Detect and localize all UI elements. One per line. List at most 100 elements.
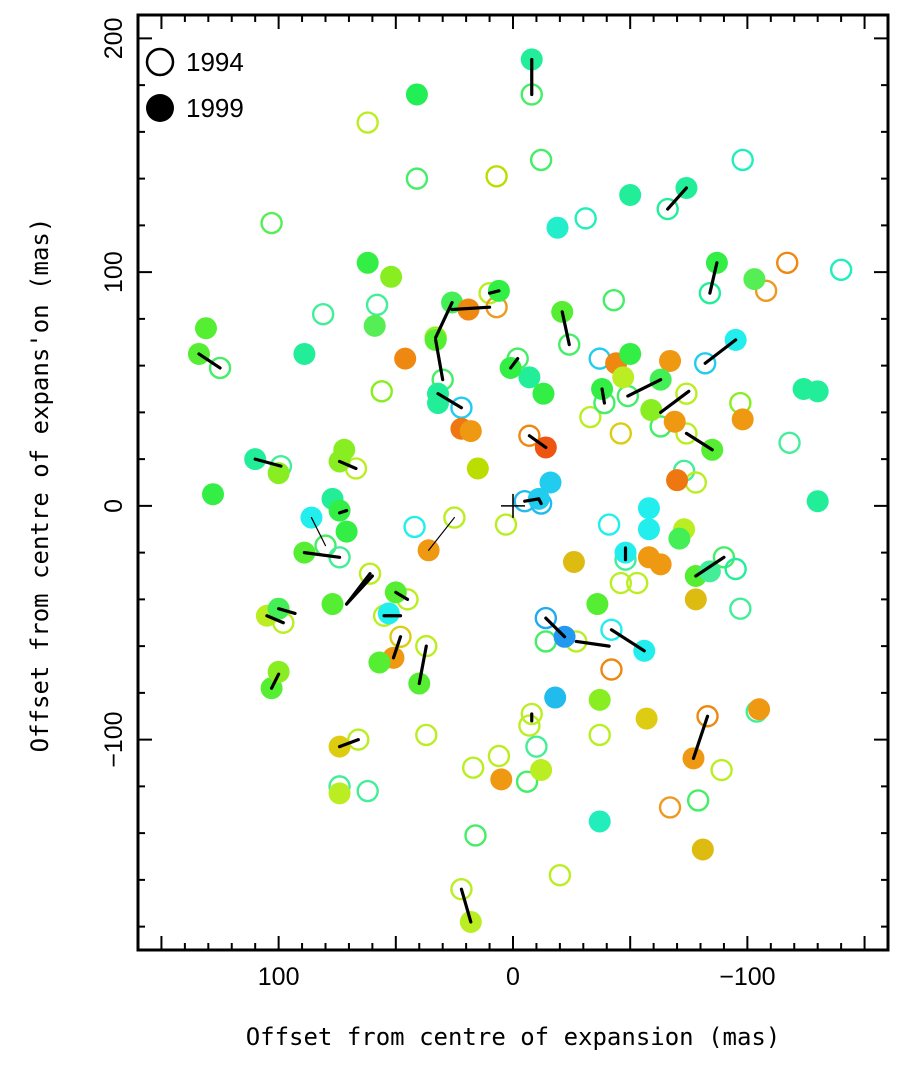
data-point-1999 — [377, 602, 400, 625]
data-point-1999 — [490, 768, 513, 791]
data-point-1999 — [267, 462, 290, 485]
data-point-1994 — [656, 197, 679, 221]
data-point-1994 — [558, 333, 581, 356]
data-point-1994 — [609, 422, 633, 445]
data-point-1994 — [684, 471, 708, 494]
motion-vector — [609, 628, 646, 653]
data-point-1994 — [754, 279, 778, 303]
data-point-1994 — [487, 744, 511, 768]
data-point-1994 — [358, 562, 382, 585]
motion-vector — [459, 887, 473, 924]
data-point-1994 — [600, 658, 623, 681]
data-point-1999 — [194, 317, 217, 340]
data-point-1994 — [658, 796, 682, 819]
motion-vector — [265, 614, 285, 625]
data-point-1994 — [602, 288, 625, 312]
data-point-1999 — [267, 660, 290, 683]
data-point-1999 — [666, 469, 689, 492]
data-point-1999 — [637, 497, 660, 520]
data-point-1999 — [668, 527, 691, 550]
data-point-1999 — [743, 268, 766, 291]
motion-vector — [434, 338, 445, 382]
motion-vector — [391, 635, 403, 660]
data-point-1994 — [311, 303, 335, 326]
data-point-1994 — [515, 770, 539, 793]
data-point-1999 — [546, 216, 569, 239]
data-point-1999 — [612, 366, 635, 389]
data-point-1994 — [461, 756, 485, 779]
data-point-1994 — [675, 382, 698, 405]
y-tick-labels: −100 0 100 200 — [100, 18, 128, 768]
data-point-1999 — [698, 560, 721, 583]
motion-vector — [302, 551, 342, 559]
data-point-1999 — [806, 380, 829, 403]
legend: 1994 1999 — [145, 47, 244, 123]
data-point-1999 — [328, 782, 351, 805]
axis-ticks — [138, 15, 888, 950]
data-point-1994 — [696, 705, 719, 728]
expansion-centre-marker — [501, 493, 525, 518]
motion-vector — [574, 639, 611, 648]
data-point-1999 — [380, 265, 403, 288]
motion-vector — [436, 392, 464, 410]
data-point-1999 — [562, 550, 585, 573]
data-point-1999 — [321, 593, 344, 616]
y-tick-label: 200 — [100, 18, 128, 60]
data-point-1999 — [663, 410, 686, 433]
motion-vector — [394, 590, 410, 601]
data-point-1994 — [518, 424, 541, 447]
data-point-1999 — [530, 759, 553, 782]
motion-vector — [253, 457, 283, 468]
data-point-1999 — [518, 366, 541, 389]
data-point-1994 — [520, 702, 543, 726]
legend-marker-1994 — [145, 47, 175, 77]
data-point-1994 — [464, 824, 487, 847]
data-point-1999 — [328, 499, 351, 522]
x-tick-label: 0 — [506, 963, 520, 991]
data-point-1994 — [579, 405, 602, 429]
data-point-1994 — [415, 723, 438, 747]
motion-vector — [600, 387, 607, 405]
data-point-1999 — [459, 420, 482, 443]
motion-vector — [694, 555, 726, 578]
data-point-1999 — [635, 707, 658, 730]
data-point-1994 — [776, 251, 799, 274]
data-point-1999 — [649, 553, 672, 576]
motion-vector — [544, 616, 567, 639]
plot-marks — [187, 48, 853, 933]
data-point-1994 — [597, 513, 621, 536]
plot-frame — [136, 13, 890, 952]
motion-vector — [337, 508, 349, 515]
data-point-1994 — [534, 630, 558, 653]
motion-vector — [509, 357, 520, 370]
motion-vector — [527, 434, 548, 450]
data-point-1999 — [466, 457, 489, 480]
data-point-1994 — [485, 165, 508, 188]
motion-vector — [428, 516, 456, 551]
data-point-1999 — [748, 698, 771, 721]
data-point-1999 — [394, 347, 417, 370]
data-point-1994 — [405, 167, 429, 190]
data-point-1999 — [691, 838, 714, 861]
motion-vector — [310, 516, 327, 547]
data-point-1994 — [450, 396, 473, 419]
data-point-1994 — [548, 864, 572, 887]
y-tick-label: 100 — [100, 251, 128, 293]
data-point-1994 — [494, 513, 518, 536]
data-point-1999 — [539, 471, 562, 494]
data-point-1994 — [525, 735, 548, 758]
legend-label-1999: 1999 — [186, 93, 244, 123]
data-point-1994 — [356, 779, 379, 803]
motion-vectors — [197, 57, 738, 924]
motion-vector — [666, 186, 689, 211]
motion-vector — [691, 714, 710, 760]
data-point-1999 — [684, 588, 707, 611]
data-point-1994 — [415, 634, 438, 658]
data-point-1994 — [389, 625, 412, 648]
data-point-1999 — [544, 686, 567, 709]
data-point-1994 — [724, 557, 747, 581]
motion-vector — [450, 305, 492, 312]
motion-vector — [417, 644, 428, 686]
motion-vector — [197, 352, 222, 370]
